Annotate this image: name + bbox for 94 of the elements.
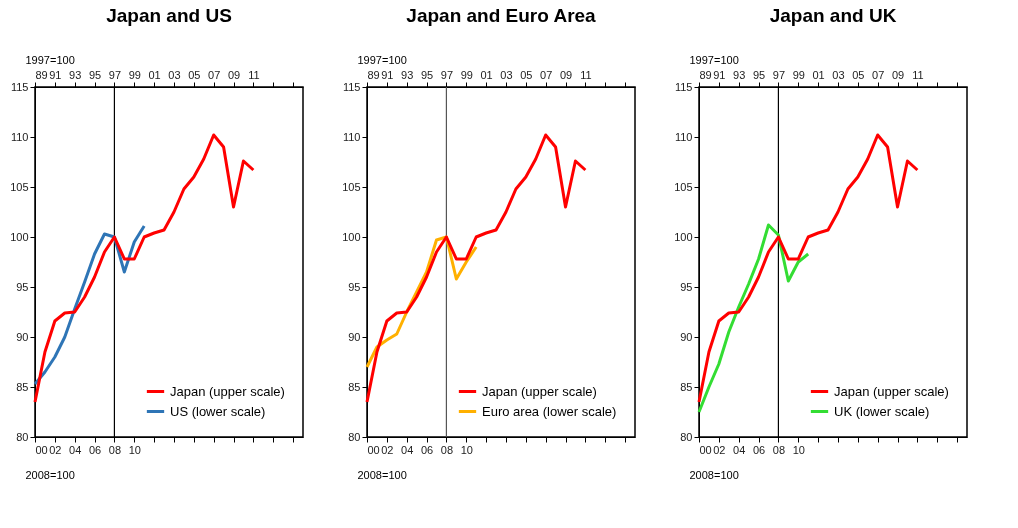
x2-tick-label: 95 — [752, 68, 766, 81]
y-tick-label: 85 — [16, 380, 29, 393]
x2-tick-label: 09 — [559, 68, 573, 81]
x2-tick-label: 01 — [812, 68, 825, 81]
x2-tick-label: 03 — [500, 68, 513, 81]
y-tick-label: 110 — [674, 130, 693, 143]
y-tick-label: 105 — [674, 180, 693, 193]
legend-label: Euro area (lower scale) — [482, 403, 617, 419]
x2-tick-label: 97 — [108, 68, 122, 81]
y-tick-label: 110 — [342, 130, 361, 143]
x-tick-label: 06 — [752, 443, 766, 456]
y-tick-label: 115 — [674, 80, 693, 93]
x2-tick-label: 93 — [69, 68, 82, 81]
y-tick-label: 80 — [16, 430, 29, 443]
x-tick-label: 00 — [699, 443, 712, 456]
x-tick-label: 04 — [69, 443, 82, 456]
x-tick-label: 02 — [49, 443, 62, 456]
x2-tick-label: 93 — [733, 68, 746, 81]
x-axis-title: 2008=100 — [689, 468, 739, 481]
y-tick-label: 100 — [674, 230, 693, 243]
y-tick-label: 105 — [342, 180, 361, 193]
legend-label: Japan (upper scale) — [834, 383, 949, 399]
x2-tick-label: 99 — [128, 68, 141, 81]
x2-tick-label: 01 — [148, 68, 161, 81]
x2-tick-label: 89 — [699, 68, 712, 81]
x2-tick-label: 93 — [401, 68, 414, 81]
x2-tick-label: 89 — [35, 68, 48, 81]
x2-tick-label: 05 — [520, 68, 533, 81]
x-tick-label: 08 — [440, 443, 454, 456]
x2-tick-label: 97 — [772, 68, 786, 81]
x2-tick-label: 91 — [49, 68, 62, 81]
x2-axis-title: 1997=100 — [357, 53, 407, 66]
x-axis-title: 2008=100 — [357, 468, 407, 481]
x2-tick-label: 01 — [480, 68, 493, 81]
legend-label: Japan (upper scale) — [482, 383, 597, 399]
y-tick-label: 85 — [680, 380, 693, 393]
x-tick-label: 04 — [733, 443, 746, 456]
x2-tick-label: 97 — [440, 68, 454, 81]
y-tick-label: 85 — [348, 380, 361, 393]
y-tick-label: 90 — [348, 330, 361, 343]
x2-tick-label: 91 — [381, 68, 394, 81]
legend-label: US (lower scale) — [170, 403, 266, 419]
y-tick-label: 90 — [16, 330, 29, 343]
x2-tick-label: 07 — [872, 68, 885, 81]
x2-tick-label: 11 — [580, 68, 592, 81]
x2-tick-label: 11 — [248, 68, 260, 81]
line-series — [697, 223, 810, 414]
y-tick-label: 95 — [348, 280, 361, 293]
x-tick-label: 08 — [772, 443, 786, 456]
y-tick-label: 115 — [342, 80, 361, 93]
chart-title: Japan and US — [106, 5, 232, 26]
legend-label: UK (lower scale) — [834, 403, 930, 419]
y-tick-label: 95 — [680, 280, 693, 293]
x-tick-label: 04 — [401, 443, 414, 456]
x2-tick-label: 07 — [540, 68, 553, 81]
y-tick-label: 105 — [10, 180, 29, 193]
x2-tick-label: 03 — [168, 68, 181, 81]
x2-tick-label: 91 — [713, 68, 726, 81]
x2-tick-label: 09 — [227, 68, 241, 81]
x2-tick-label: 09 — [891, 68, 905, 81]
x-axis-title: 2008=100 — [25, 468, 75, 481]
chart-title: Japan and UK — [769, 5, 897, 26]
x-tick-label: 00 — [367, 443, 380, 456]
x2-tick-label: 95 — [88, 68, 102, 81]
x2-tick-label: 89 — [367, 68, 380, 81]
x2-tick-label: 05 — [188, 68, 201, 81]
y-tick-label: 80 — [680, 430, 693, 443]
x2-tick-label: 03 — [832, 68, 845, 81]
x2-tick-label: 07 — [208, 68, 221, 81]
y-tick-label: 100 — [342, 230, 361, 243]
x-tick-label: 10 — [460, 443, 473, 456]
x-tick-label: 08 — [108, 443, 122, 456]
x2-tick-label: 11 — [912, 68, 924, 81]
x-tick-label: 10 — [792, 443, 805, 456]
x-tick-label: 10 — [128, 443, 141, 456]
x-tick-label: 00 — [35, 443, 48, 456]
x2-tick-label: 99 — [792, 68, 805, 81]
legend-label: Japan (upper scale) — [170, 383, 285, 399]
x-tick-label: 06 — [420, 443, 434, 456]
x-tick-label: 06 — [88, 443, 102, 456]
y-tick-label: 110 — [10, 130, 29, 143]
y-tick-label: 95 — [16, 280, 29, 293]
x2-axis-title: 1997=100 — [689, 53, 739, 66]
y-tick-label: 90 — [680, 330, 693, 343]
y-tick-label: 100 — [10, 230, 29, 243]
chart-title: Japan and Euro Area — [406, 5, 597, 26]
x-tick-label: 02 — [713, 443, 726, 456]
y-tick-label: 115 — [10, 80, 29, 93]
x2-tick-label: 95 — [420, 68, 434, 81]
y-tick-label: 80 — [348, 430, 361, 443]
x-tick-label: 02 — [381, 443, 394, 456]
x2-axis-title: 1997=100 — [25, 53, 75, 66]
x2-tick-label: 99 — [460, 68, 473, 81]
x2-tick-label: 05 — [852, 68, 865, 81]
